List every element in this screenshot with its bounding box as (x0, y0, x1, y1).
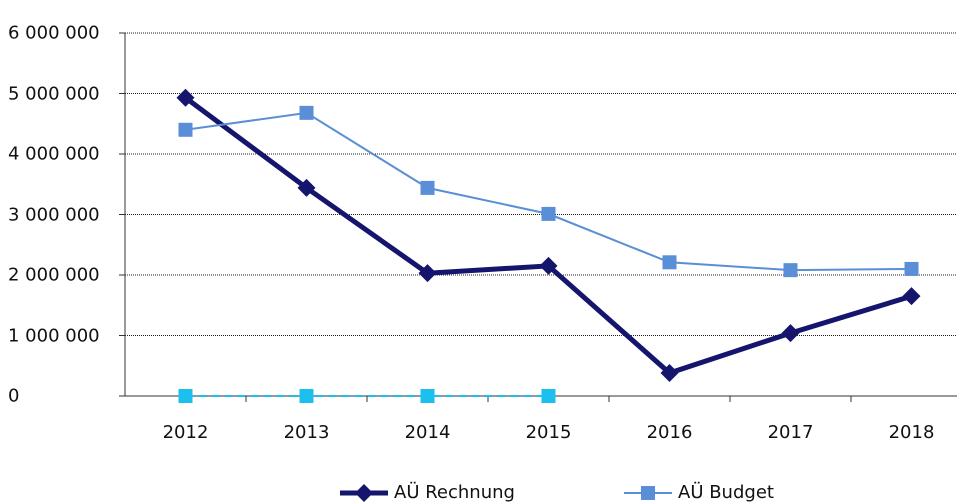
legend-label: AÜ Rechnung (394, 481, 515, 503)
x-tick-label: 2013 (284, 422, 330, 443)
data-point (176, 88, 195, 107)
y-tick-label: 0 (8, 385, 20, 407)
y-tick-label: 1 000 000 (8, 325, 100, 346)
data-point (539, 256, 558, 275)
data-point (178, 122, 193, 137)
data-point (783, 263, 798, 278)
y-tick-label: 4 000 000 (8, 143, 100, 165)
y-tick-label: 3 000 000 (8, 204, 100, 225)
data-point (541, 389, 556, 403)
series-line (185, 111, 912, 272)
legend-marker (641, 486, 655, 500)
legend-label: AÜ Budget (678, 481, 774, 503)
x-tick-label: 2014 (405, 422, 451, 443)
data-point (541, 206, 556, 221)
data-point (662, 255, 677, 270)
y-tick-label: 6 000 000 (8, 22, 100, 44)
x-tick-label: 2017 (768, 422, 814, 443)
data-point (420, 180, 435, 195)
y-tick-label: 2 000 000 (8, 264, 100, 286)
x-tick-label: 2012 (163, 422, 209, 443)
x-tick-label: 2018 (889, 422, 935, 443)
data-point (299, 389, 314, 403)
legend-marker (355, 484, 373, 502)
x-tick-label: 2016 (647, 422, 693, 443)
series-line (184, 95, 913, 376)
data-point (420, 389, 435, 403)
data-point (904, 261, 919, 276)
y-tick-label: 5 000 000 (8, 83, 100, 104)
data-point (178, 389, 193, 403)
data-point (902, 287, 921, 306)
data-point (781, 324, 800, 343)
x-tick-label: 2015 (526, 422, 572, 443)
data-point (299, 105, 314, 120)
data-point (660, 364, 679, 383)
data-point (297, 178, 316, 197)
data-point (418, 264, 437, 283)
